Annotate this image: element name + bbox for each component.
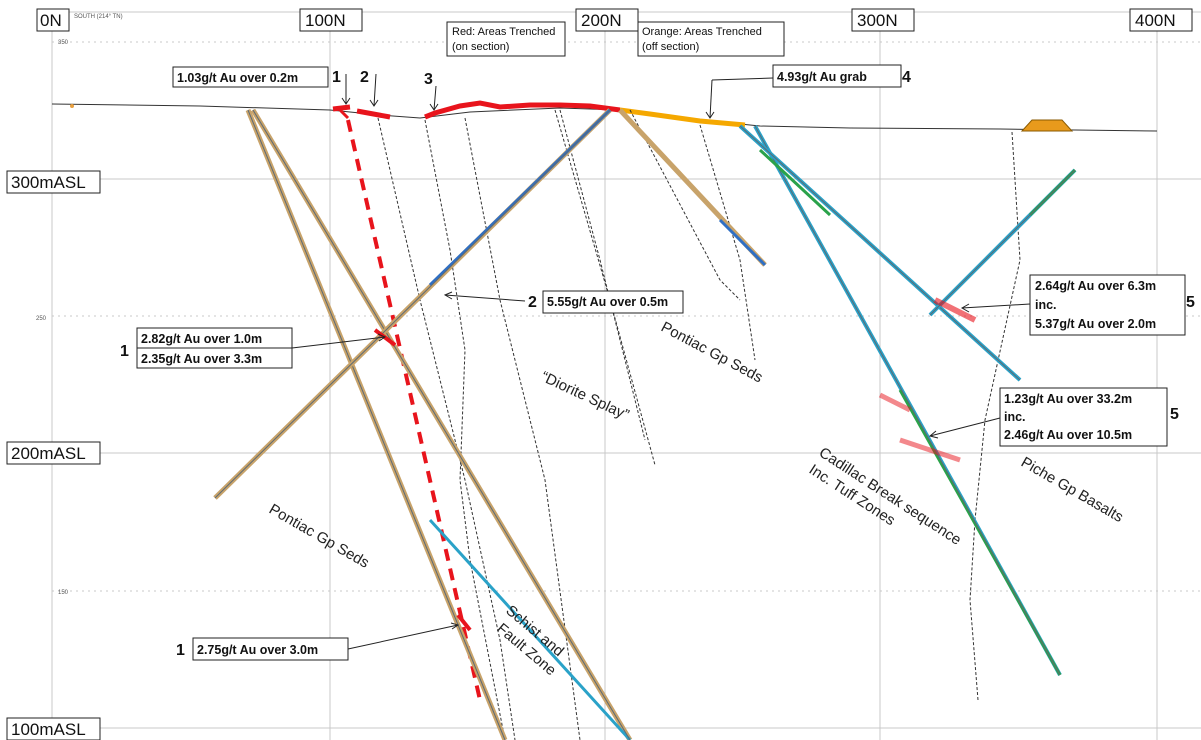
northing-400n: 400N [1135, 11, 1176, 30]
elev-100: 100mASL [11, 720, 86, 739]
svg-text:5.55g/t Au over 0.5m: 5.55g/t Au over 0.5m [547, 295, 668, 309]
drill-holes [213, 108, 1077, 740]
assay-264: 2.64g/t Au over 6.3m inc. 5.37g/t Au ove… [960, 274, 1195, 336]
svg-text:2.64g/t Au over 6.3m: 2.64g/t Au over 6.3m [1035, 279, 1156, 293]
assay-282: 2.82g/t Au over 1.0m 2.35g/t Au over 3.3… [120, 327, 387, 369]
fault-lines [377, 109, 1021, 740]
svg-text:1.23g/t Au over 33.2m: 1.23g/t Au over 33.2m [1004, 392, 1132, 406]
legend-orange: Orange: Areas Trenched (off section) [637, 21, 785, 57]
assay-grab: 4.93g/t Au grab 4 [705, 64, 911, 119]
unit-pontiac-left: Pontiac Gp Seds [266, 501, 372, 572]
elevation-labels: 300mASL 200mASL 100mASL [6, 170, 101, 740]
northing-300n: 300N [857, 11, 898, 30]
svg-text:Red: Areas Trenched: Red: Areas Trenched [452, 26, 555, 38]
svg-text:inc.: inc. [1035, 298, 1057, 312]
trench-off-section [619, 107, 746, 128]
trench-on-section [332, 100, 621, 120]
trench-marker-1: 1 [332, 69, 341, 86]
trench-marker-3: 3 [424, 71, 433, 88]
svg-text:1: 1 [120, 343, 129, 360]
unit-diorite-splay: “Diorite Splay” [538, 368, 631, 424]
elev-200: 200mASL [11, 444, 86, 463]
svg-text:Orange: Areas Trenched: Orange: Areas Trenched [642, 26, 762, 38]
legend-red: Red: Areas Trenched (on section) [446, 21, 566, 57]
unit-piche-basalts: Piche Gp Basalts [1018, 454, 1126, 526]
grid-lines [51, 11, 1201, 740]
svg-text:5: 5 [1186, 294, 1195, 311]
trench-markers: 1 2 3 [332, 69, 439, 111]
svg-text:5.37g/t Au over 2.0m: 5.37g/t Au over 2.0m [1035, 317, 1156, 331]
northing-0n: 0N [40, 11, 62, 30]
assay-555: 5.55g/t Au over 0.5m 2 [443, 290, 684, 314]
svg-text:(on section): (on section) [452, 41, 509, 53]
svg-text:2.75g/t Au over 3.0m: 2.75g/t Au over 3.0m [197, 643, 318, 657]
svg-text:inc.: inc. [1004, 410, 1026, 424]
trench-marker-2: 2 [360, 69, 369, 86]
svg-text:4: 4 [902, 69, 911, 86]
tick-350: 350 [58, 40, 69, 46]
svg-text:4.93g/t Au grab: 4.93g/t Au grab [777, 70, 867, 84]
svg-text:5: 5 [1170, 406, 1179, 423]
assay-123: 1.23g/t Au over 33.2m inc. 2.46g/t Au ov… [928, 387, 1179, 447]
svg-text:2.46g/t Au over 10.5m: 2.46g/t Au over 10.5m [1004, 428, 1132, 442]
northing-100n: 100N [305, 11, 346, 30]
orientation-label: SOUTH (214° TN) [74, 14, 123, 20]
tick-250: 250 [36, 316, 47, 322]
unit-pontiac-right: Pontiac Gp Seds [658, 319, 765, 387]
tick-150: 150 [58, 590, 69, 596]
stockpile-icon [1020, 119, 1074, 132]
topography-line [51, 103, 1158, 132]
assay-top: 1.03g/t Au over 0.2m [172, 66, 329, 88]
elev-300: 300mASL [11, 173, 86, 192]
assay-275: 2.75g/t Au over 3.0m 1 [176, 622, 460, 661]
svg-text:1.03g/t Au over 0.2m: 1.03g/t Au over 0.2m [177, 71, 298, 85]
svg-text:2.35g/t Au over 3.3m: 2.35g/t Au over 3.3m [141, 352, 262, 366]
svg-text:2: 2 [528, 294, 537, 311]
survey-point [70, 104, 74, 108]
svg-text:(off section): (off section) [642, 41, 699, 53]
northing-200n: 200N [581, 11, 622, 30]
svg-text:1: 1 [176, 642, 185, 659]
northing-labels: 0N 100N 200N 300N 400N [36, 8, 1193, 32]
svg-text:2.82g/t Au over 1.0m: 2.82g/t Au over 1.0m [141, 332, 262, 346]
